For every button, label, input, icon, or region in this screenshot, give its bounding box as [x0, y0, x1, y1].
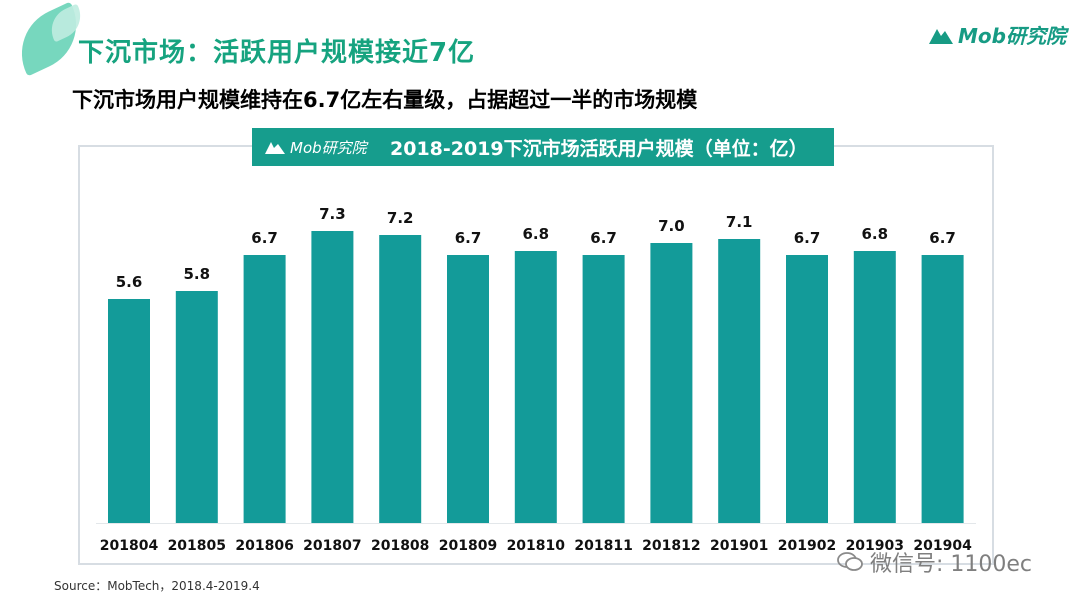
category-label-201812: 201812 — [642, 538, 700, 554]
category-label-201809: 201809 — [439, 538, 497, 554]
category-label-201811: 201811 — [574, 538, 632, 554]
category-label-201904: 201904 — [913, 538, 972, 554]
bar-201904 — [921, 255, 964, 523]
wechat-watermark: 微信号: 1100ec — [836, 546, 1032, 578]
mob-logo: Mob研究院 — [928, 20, 1066, 49]
mob-logo-icon — [929, 28, 954, 44]
value-label-201904: 6.7 — [929, 229, 956, 247]
value-label-201808: 7.2 — [387, 209, 414, 227]
chart-title-band: Mob研究院 2018-2019下沉市场活跃用户规模（单位：亿） — [252, 128, 834, 166]
chart-badge: Mob研究院 — [252, 137, 382, 158]
bar-201810 — [514, 251, 557, 523]
chart-title: 2018-2019下沉市场活跃用户规模（单位：亿） — [390, 137, 808, 160]
bar-201812 — [650, 243, 693, 523]
category-label-201810: 201810 — [507, 538, 566, 554]
category-label-201804: 201804 — [100, 538, 159, 554]
category-label-201902: 201902 — [778, 538, 836, 554]
value-label-201810: 6.8 — [523, 225, 550, 243]
category-label-201805: 201805 — [168, 538, 226, 554]
bar-201806 — [243, 255, 286, 523]
bar-201903 — [853, 251, 896, 523]
value-label-201806: 6.7 — [251, 229, 278, 247]
bar-201804 — [108, 299, 150, 523]
bar-201902 — [786, 255, 828, 523]
value-label-201902: 6.7 — [794, 229, 821, 247]
value-label-201809: 6.7 — [455, 229, 482, 247]
wechat-icon — [837, 552, 863, 571]
logo-text: Mob研究院 — [958, 24, 1066, 48]
value-label-201812: 7.0 — [658, 217, 685, 235]
value-label-201807: 7.3 — [319, 205, 346, 223]
bar-201805 — [175, 291, 218, 523]
source-note: Source：MobTech，2018.4-2019.4 — [54, 579, 260, 593]
page-title: 下沉市场：活跃用户规模接近7亿 — [78, 38, 476, 68]
category-label-201808: 201808 — [371, 538, 429, 554]
mob-badge-icon — [265, 142, 285, 154]
wechat-id: 微信号: 1100ec — [870, 552, 1033, 577]
bar-201901 — [718, 239, 761, 523]
bar-201807 — [311, 231, 354, 523]
category-label-201901: 201901 — [710, 538, 768, 554]
category-label-201806: 201806 — [235, 538, 293, 554]
bar-201808 — [379, 235, 422, 523]
page-subtitle: 下沉市场用户规模维持在6.7亿左右量级，占据超过一半的市场规模 — [72, 88, 698, 112]
value-label-201901: 7.1 — [726, 213, 753, 231]
value-label-201804: 5.6 — [116, 273, 143, 291]
category-label-201903: 201903 — [846, 538, 904, 554]
bar-201811 — [582, 255, 625, 523]
value-label-201811: 6.7 — [590, 229, 617, 247]
category-label-201807: 201807 — [303, 538, 361, 554]
chart-badge-text: Mob研究院 — [290, 138, 367, 157]
value-label-201903: 6.8 — [862, 225, 889, 243]
value-label-201805: 5.8 — [184, 265, 211, 283]
bar-201809 — [447, 255, 489, 523]
